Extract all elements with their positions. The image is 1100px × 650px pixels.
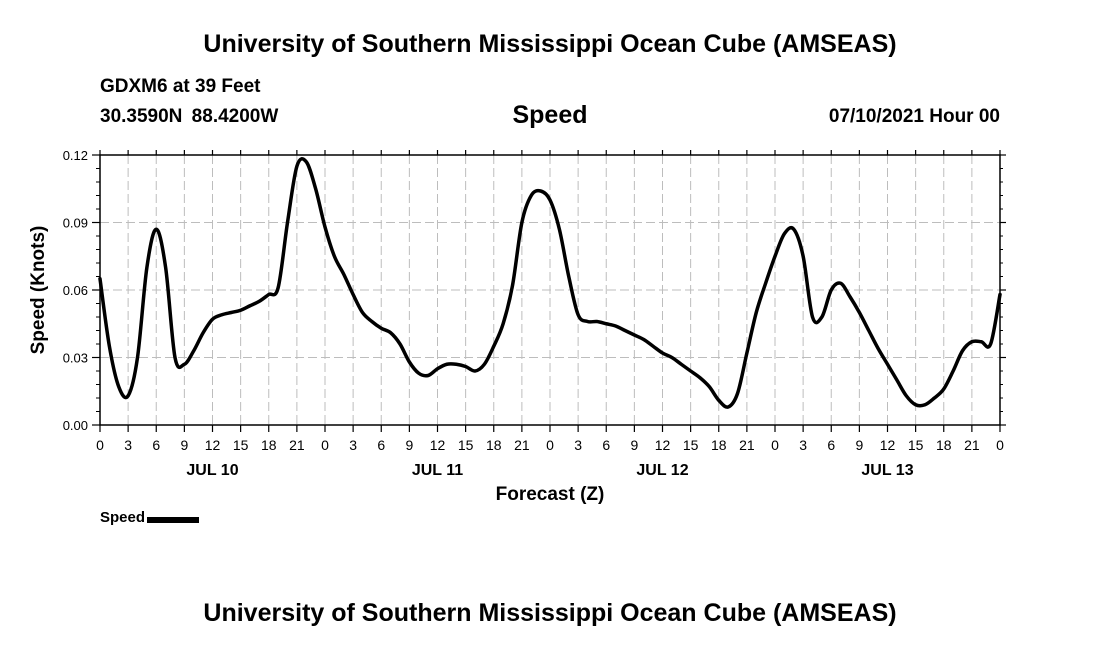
x-tick-label: 15: [233, 437, 249, 453]
y-tick-label: 0.12: [63, 148, 88, 163]
x-tick-label: 9: [405, 437, 413, 453]
x-tick-label: 6: [827, 437, 835, 453]
x-tick-label: 3: [799, 437, 807, 453]
chart-title-top: University of Southern Mississippi Ocean…: [203, 30, 897, 58]
x-tick-label: 9: [855, 437, 863, 453]
x-tick-label: 3: [574, 437, 582, 453]
legend-swatch: [147, 516, 200, 523]
x-day-label: JUL 10: [186, 462, 238, 479]
x-tick-label: 12: [655, 437, 671, 453]
coordinates-label: 30.3590N 88.4200W: [100, 106, 279, 127]
forecast-datetime: 07/10/2021 Hour 00: [828, 106, 1000, 127]
x-tick-label: 0: [996, 437, 1004, 453]
legend: Speed: [100, 509, 200, 526]
x-tick-label: 0: [96, 437, 104, 453]
x-tick-label: 6: [152, 437, 160, 453]
x-tick-label: 15: [458, 437, 474, 453]
x-tick-label: 21: [289, 437, 305, 453]
x-day-label: JUL 12: [636, 462, 688, 479]
x-tick-label: 18: [936, 437, 952, 453]
parameter-title: Speed: [512, 101, 588, 129]
y-tick-label: 0.09: [63, 216, 88, 231]
x-tick-label: 3: [349, 437, 357, 453]
y-tick-label: 0.00: [63, 418, 88, 433]
x-tick-label: 0: [546, 437, 554, 453]
x-tick-label: 9: [180, 437, 188, 453]
x-tick-label: 18: [486, 437, 502, 453]
x-tick-label: 12: [430, 437, 446, 453]
x-tick-label: 9: [630, 437, 638, 453]
x-axis-title: Forecast (Z): [496, 484, 605, 505]
y-axis-title: Speed (Knots): [28, 226, 49, 355]
y-tick-label: 0.03: [63, 351, 88, 366]
x-tick-label: 0: [321, 437, 329, 453]
x-tick-label: 18: [711, 437, 727, 453]
x-tick-label: 12: [880, 437, 896, 453]
x-tick-label: 21: [514, 437, 530, 453]
station-label: GDXM6 at 39 Feet: [100, 76, 261, 97]
x-tick-label: 0: [771, 437, 779, 453]
x-tick-label: 15: [683, 437, 699, 453]
speed-series-line: [98, 157, 1002, 409]
x-tick-label: 21: [964, 437, 980, 453]
chart-title-bottom: University of Southern Mississippi Ocean…: [203, 599, 897, 627]
x-tick-label: 6: [377, 437, 385, 453]
x-tick-label: 3: [124, 437, 132, 453]
x-tick-label: 6: [602, 437, 610, 453]
x-day-label: JUL 11: [412, 462, 463, 479]
x-tick-label: 21: [739, 437, 755, 453]
axis-labels: 0.00 0.03 0.06 0.09 0.12 0 3 6 9 12 15 18 21 0 3 6 9 12 15…: [63, 148, 1004, 479]
axis-ticks: [92, 150, 1006, 432]
y-tick-label: 0.06: [63, 283, 88, 298]
x-day-label: JUL 13: [861, 462, 913, 479]
x-tick-label: 18: [261, 437, 277, 453]
x-tick-label: 15: [908, 437, 924, 453]
grid-lines: [100, 155, 1000, 425]
legend-label: Speed: [100, 509, 146, 526]
x-tick-label: 12: [205, 437, 221, 453]
